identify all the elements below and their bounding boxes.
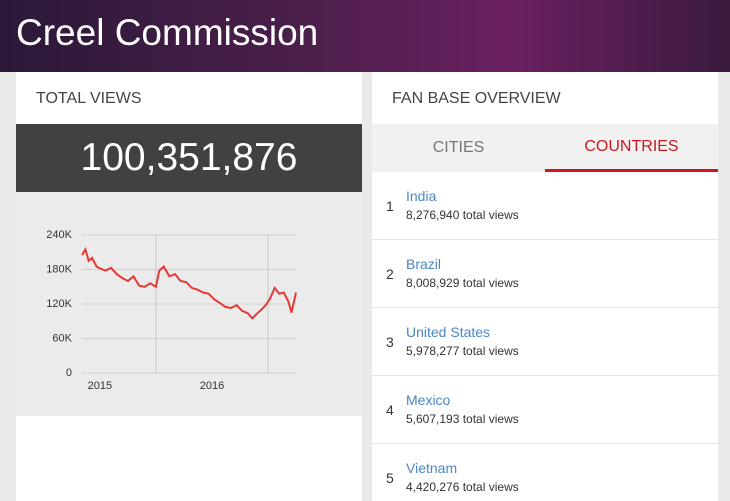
country-name[interactable]: Vietnam xyxy=(406,460,458,476)
series-line xyxy=(81,246,297,320)
view-count: 8,008,929 total views xyxy=(406,276,519,290)
country-row: 3 United States 5,978,277 total views xyxy=(372,308,718,376)
total-views-card: TOTAL VIEWS 100,351,876 0 60K 120K 180K 240K… xyxy=(16,72,362,501)
country-name[interactable]: Brazil xyxy=(406,256,442,272)
total-views-value: 100,351,876 xyxy=(16,124,362,192)
channel-title: Creel Commission xyxy=(16,12,319,53)
country-row: 2 Brazil 8,008,929 total views xyxy=(372,240,718,308)
y-tick-label: 240K xyxy=(46,229,72,241)
rank: 4 xyxy=(386,402,394,418)
rank: 1 xyxy=(386,198,394,214)
x-tick-label: 2015 xyxy=(88,380,112,392)
card-title: TOTAL VIEWS xyxy=(36,90,142,107)
rank: 5 xyxy=(386,470,394,486)
chart-panel: 0 60K 120K 180K 240K 2015 2016 xyxy=(16,192,362,416)
country-row: 4 Mexico 5,607,193 total views xyxy=(372,376,718,444)
x-tick-label: 2016 xyxy=(200,380,224,392)
y-tick-label: 0 xyxy=(66,367,72,379)
country-name[interactable]: United States xyxy=(406,324,491,340)
y-tick-label: 60K xyxy=(52,332,72,344)
view-count: 8,276,940 total views xyxy=(406,208,519,222)
rank: 2 xyxy=(386,266,394,282)
header: Creel Commission xyxy=(0,0,730,72)
country-name[interactable]: Mexico xyxy=(406,392,451,408)
rank: 3 xyxy=(386,334,394,350)
tab[interactable]: CITIES xyxy=(432,139,485,156)
country-name[interactable]: India xyxy=(406,188,437,204)
tabs: CITIES COUNTRIES xyxy=(372,124,718,172)
chart: 0 60K 120K 180K 240K 2015 2016 xyxy=(46,229,297,392)
view-count: 4,420,276 total views xyxy=(406,480,519,494)
country-row: 5 Vietnam 4,420,276 total views xyxy=(372,444,718,501)
fan-base-card: FAN BASE OVERVIEW CITIES COUNTRIES 1 India… xyxy=(372,72,718,501)
country-row: 1 India 8,276,940 total views xyxy=(372,172,718,240)
y-tick-label: 120K xyxy=(46,298,72,310)
card-title: FAN BASE OVERVIEW xyxy=(392,90,561,107)
tab[interactable]: COUNTRIES xyxy=(545,124,718,172)
view-count: 5,978,277 total views xyxy=(406,344,519,358)
y-tick-label: 180K xyxy=(46,263,72,275)
view-count: 5,607,193 total views xyxy=(406,412,519,426)
